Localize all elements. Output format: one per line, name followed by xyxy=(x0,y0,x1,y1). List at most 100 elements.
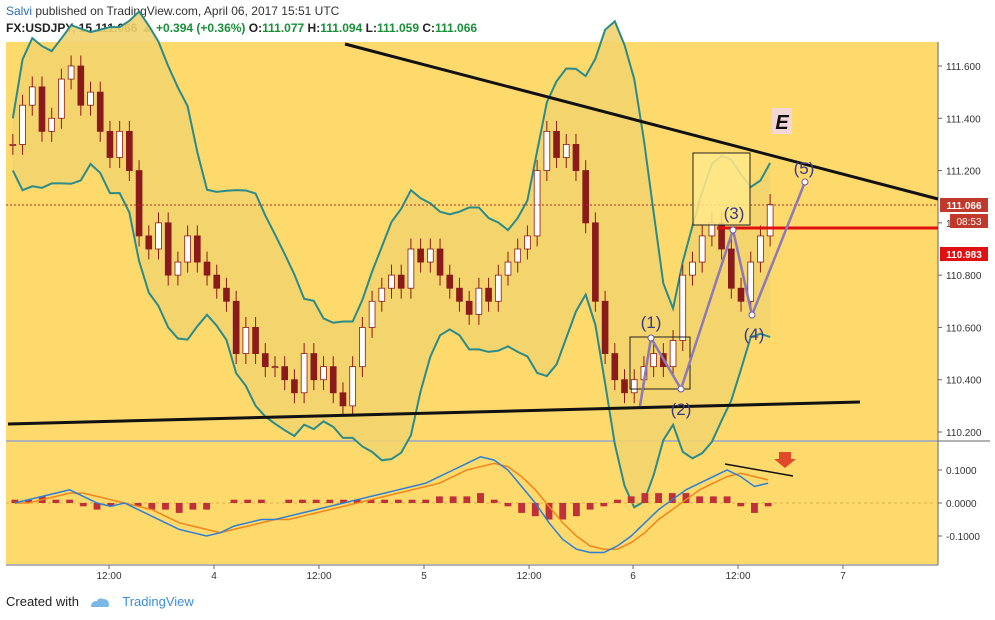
upper-trendline[interactable] xyxy=(344,42,939,201)
resistance-tag: 110.983 xyxy=(946,250,982,261)
candle-body xyxy=(436,248,444,276)
candle-body xyxy=(96,91,104,132)
candle-body xyxy=(242,327,250,354)
resistance-tag-bg xyxy=(940,247,988,261)
wave-label-2: (2) xyxy=(671,400,692,419)
tradingview-link[interactable]: TradingView xyxy=(122,594,194,609)
candle-body xyxy=(582,170,589,224)
wave-label-5: (5) xyxy=(794,159,815,178)
author-name[interactable]: Salvi xyxy=(6,4,33,18)
candle-body xyxy=(456,287,463,302)
candle-body xyxy=(407,248,415,289)
candle-body xyxy=(388,274,395,289)
price-tick-label: 110.800 xyxy=(946,271,982,282)
candle-body xyxy=(417,248,424,263)
candle-body xyxy=(465,300,473,315)
candle-body xyxy=(291,379,298,394)
candle-body xyxy=(494,274,502,302)
candle-body xyxy=(553,130,560,158)
time-tick-label: 12:00 xyxy=(306,571,331,582)
candle-body xyxy=(116,130,123,158)
price-tick-label: 110.600 xyxy=(946,323,982,334)
macd-tick-label: 0.1000 xyxy=(946,466,977,477)
down-arrow-icon[interactable] xyxy=(774,452,796,468)
low-label: L: xyxy=(365,21,377,35)
candle-body xyxy=(184,235,191,263)
candle-body xyxy=(533,170,541,237)
publish-info: Salvi published on TradingView.com, Apri… xyxy=(6,4,339,18)
candle-body xyxy=(766,204,774,237)
time-tick-label: 12:00 xyxy=(725,571,750,582)
candle-body xyxy=(38,86,46,132)
candle-body xyxy=(87,91,94,106)
wave-point-5[interactable] xyxy=(801,178,809,186)
candle-body xyxy=(727,248,735,289)
signal-line xyxy=(14,462,769,550)
candle-body xyxy=(446,274,454,289)
low-value: 111.059 xyxy=(376,21,419,35)
elliott-wave-path[interactable] xyxy=(638,181,807,407)
wave-point-4[interactable] xyxy=(748,311,756,319)
candle-body xyxy=(174,261,182,276)
time-tick-label: 6 xyxy=(630,571,636,582)
wave-point-3[interactable] xyxy=(729,226,737,234)
candle-body xyxy=(669,340,677,368)
candle-body xyxy=(145,235,153,250)
upper-band xyxy=(11,9,772,324)
wave-label-3: (3) xyxy=(724,204,745,223)
band-fill xyxy=(12,11,771,508)
wave-point-2[interactable] xyxy=(677,385,685,393)
change-value: +0.394 (+0.36%) xyxy=(156,21,246,35)
macd-divergence-line[interactable] xyxy=(724,463,794,477)
macd-tick-label: 0.0000 xyxy=(946,499,977,510)
price-tick-label: 110.400 xyxy=(946,376,982,387)
close-label: C: xyxy=(422,21,436,35)
time-axis[interactable] xyxy=(6,565,938,583)
wave-point-1[interactable] xyxy=(647,334,655,342)
candle-body xyxy=(67,65,75,80)
candlesticks xyxy=(9,55,774,417)
candle-body xyxy=(572,144,580,171)
candle-body xyxy=(203,261,211,276)
lower-trendline[interactable] xyxy=(7,400,861,426)
e-label: E xyxy=(775,112,789,134)
candle-body xyxy=(339,392,347,407)
footer: Created with TradingView xyxy=(6,594,194,609)
candle-body xyxy=(397,274,405,289)
candle-body xyxy=(757,235,764,263)
candle-body xyxy=(514,248,522,263)
candle-body xyxy=(281,366,289,381)
price-tick-label: 110.200 xyxy=(946,428,982,439)
open-value: 111.077 xyxy=(262,21,305,35)
macd-line xyxy=(14,456,769,554)
target-box[interactable] xyxy=(692,152,751,226)
candle-body xyxy=(349,366,356,407)
countdown-tag-bg xyxy=(950,214,988,228)
wave-label-4: (4) xyxy=(744,325,765,344)
candle-body xyxy=(378,287,386,302)
candle-body xyxy=(485,287,492,302)
candle-body xyxy=(630,379,638,394)
macd-axis[interactable] xyxy=(938,442,990,564)
high-label: H: xyxy=(307,21,321,35)
candle-body xyxy=(737,287,745,302)
candle-body xyxy=(562,144,570,158)
candle-body xyxy=(126,130,133,171)
candle-body xyxy=(543,130,551,171)
candle-body xyxy=(310,353,318,381)
time-tick-label: 12:00 xyxy=(516,571,541,582)
candle-body xyxy=(747,261,755,302)
e-label-bg xyxy=(772,108,792,134)
candle-body xyxy=(475,287,483,315)
price-axis[interactable] xyxy=(938,42,990,440)
created-with-text: Created with xyxy=(6,594,79,609)
tradingview-logo-icon xyxy=(90,597,109,607)
macd-tick-label: -0.1000 xyxy=(946,532,980,543)
time-axis-ticks: 12:00 4 12:00 5 12:00 6 12:00 7 xyxy=(96,565,846,582)
candle-body xyxy=(223,287,230,302)
candle-body xyxy=(135,170,143,237)
price-tick-label: 111.600 xyxy=(946,62,981,73)
candle-body xyxy=(194,235,201,263)
macd-indicator xyxy=(11,456,772,554)
